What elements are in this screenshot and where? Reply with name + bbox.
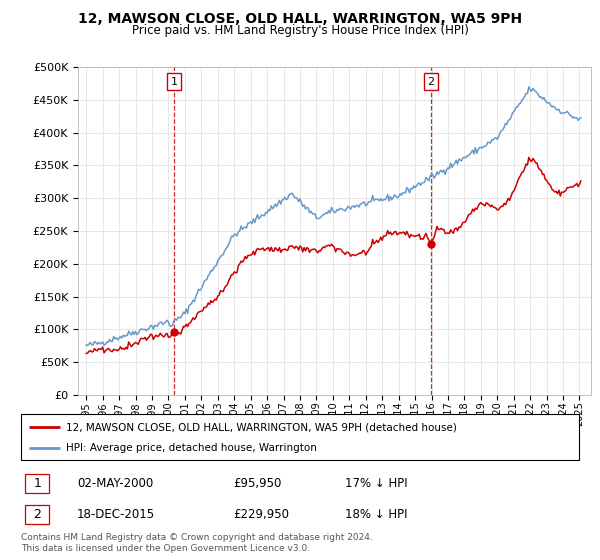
Text: 12, MAWSON CLOSE, OLD HALL, WARRINGTON, WA5 9PH (detached house): 12, MAWSON CLOSE, OLD HALL, WARRINGTON, … xyxy=(65,422,457,432)
FancyBboxPatch shape xyxy=(25,474,49,493)
Text: Price paid vs. HM Land Registry's House Price Index (HPI): Price paid vs. HM Land Registry's House … xyxy=(131,24,469,36)
Text: Contains HM Land Registry data © Crown copyright and database right 2024.
This d: Contains HM Land Registry data © Crown c… xyxy=(21,533,373,553)
Text: 02-MAY-2000: 02-MAY-2000 xyxy=(77,477,153,490)
Text: 1: 1 xyxy=(170,77,178,87)
Text: £229,950: £229,950 xyxy=(233,508,289,521)
FancyBboxPatch shape xyxy=(21,414,579,460)
Text: 18% ↓ HPI: 18% ↓ HPI xyxy=(344,508,407,521)
Text: 1: 1 xyxy=(33,477,41,490)
Text: 2: 2 xyxy=(33,508,41,521)
Text: HPI: Average price, detached house, Warrington: HPI: Average price, detached house, Warr… xyxy=(65,444,317,454)
Text: £95,950: £95,950 xyxy=(233,477,281,490)
FancyBboxPatch shape xyxy=(25,505,49,524)
Text: 18-DEC-2015: 18-DEC-2015 xyxy=(77,508,155,521)
Text: 2: 2 xyxy=(427,77,434,87)
Text: 12, MAWSON CLOSE, OLD HALL, WARRINGTON, WA5 9PH: 12, MAWSON CLOSE, OLD HALL, WARRINGTON, … xyxy=(78,12,522,26)
Text: 17% ↓ HPI: 17% ↓ HPI xyxy=(344,477,407,490)
